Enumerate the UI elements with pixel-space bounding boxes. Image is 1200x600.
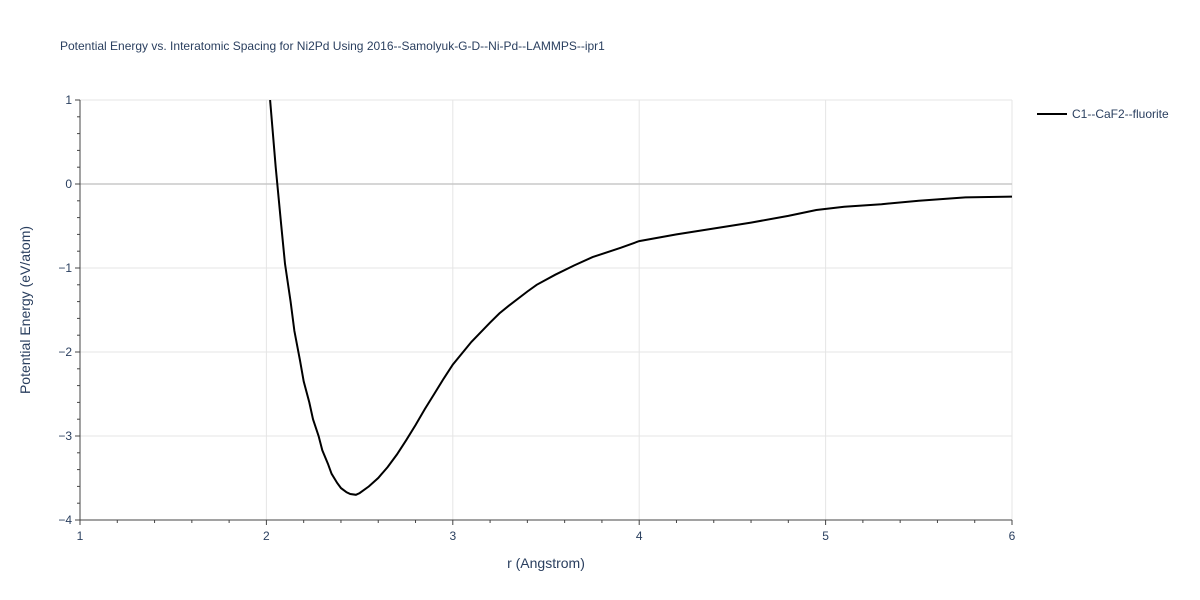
gridlines (80, 99, 1013, 520)
x-tick-label: 3 (449, 529, 456, 543)
x-tick-label: 4 (636, 529, 643, 543)
series-line-0 (269, 100, 1012, 496)
y-axis-title: Potential Energy (eV/atom) (17, 226, 33, 394)
y-tick-label: −3 (58, 429, 72, 443)
x-axis-ticks: 1 2 3 4 5 6 (77, 520, 1016, 543)
x-tick-label: 2 (263, 529, 270, 543)
legend[interactable]: C1--CaF2--fluorite (1037, 107, 1169, 121)
x-axis-title: r (Angstrom) (507, 555, 585, 571)
y-tick-label: −2 (58, 345, 72, 359)
axes (79, 100, 1012, 521)
y-tick-label: 0 (65, 177, 72, 191)
x-tick-label: 1 (77, 529, 84, 543)
y-tick-label: 1 (65, 93, 72, 107)
y-tick-label: −1 (58, 261, 72, 275)
chart-title: Potential Energy vs. Interatomic Spacing… (60, 39, 605, 53)
y-tick-label: −4 (58, 513, 72, 527)
x-tick-label: 6 (1009, 529, 1016, 543)
legend-label-c1-caf2-fluorite: C1--CaF2--fluorite (1072, 107, 1169, 121)
y-axis-ticks: −4 −3 −2 −1 0 1 (58, 93, 80, 527)
x-tick-label: 5 (822, 529, 829, 543)
plot-area (269, 100, 1012, 496)
